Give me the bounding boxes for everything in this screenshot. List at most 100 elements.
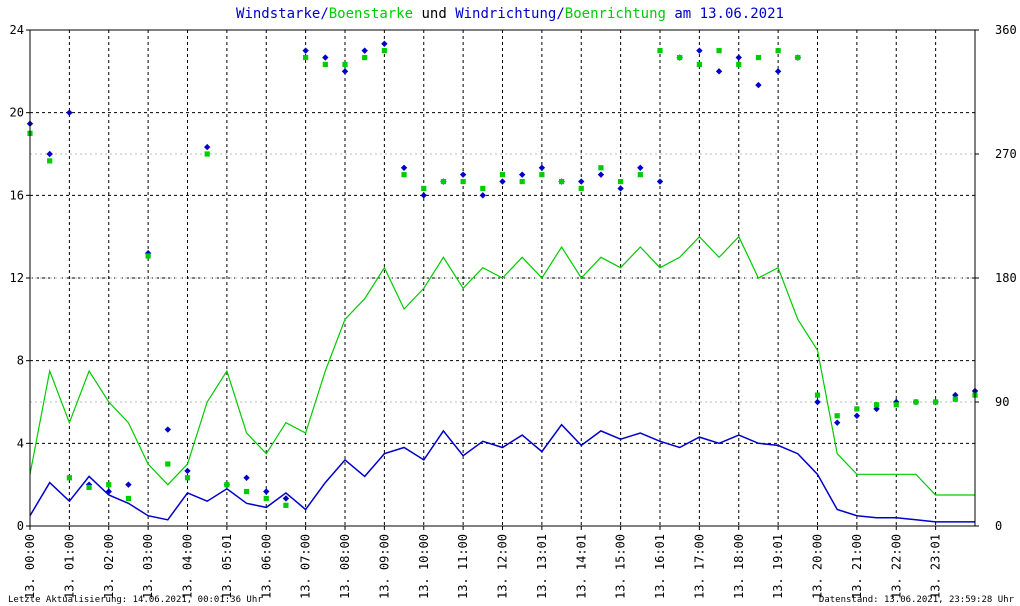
point-gustdir bbox=[775, 48, 781, 54]
point-dir bbox=[833, 419, 841, 426]
x-tick-label: 13. 19:01 bbox=[771, 534, 785, 599]
point-gustdir bbox=[106, 482, 112, 488]
point-gustdir bbox=[263, 495, 269, 502]
point-dir bbox=[203, 143, 211, 151]
point-dir bbox=[774, 68, 782, 75]
point-dir bbox=[184, 467, 191, 475]
point-dir bbox=[243, 474, 250, 481]
point-gustdir bbox=[755, 54, 762, 61]
x-tick-label: 13. 03:00 bbox=[141, 534, 155, 599]
point-dir bbox=[518, 171, 526, 178]
point-dir bbox=[538, 164, 546, 171]
point-gustdir bbox=[401, 172, 407, 178]
title-part-0: Windstarke bbox=[236, 6, 320, 22]
point-gustdir bbox=[814, 392, 821, 398]
point-gustdir bbox=[243, 488, 250, 495]
title-part-4: Windrichtung bbox=[455, 6, 556, 22]
data-series bbox=[26, 40, 979, 523]
title-part-3: und bbox=[413, 6, 455, 22]
title-part-1: / bbox=[320, 6, 328, 22]
x-tick-label: 13. 21:00 bbox=[850, 534, 864, 599]
x-tick-label: 13. 09:00 bbox=[377, 534, 391, 599]
point-gustdir bbox=[519, 178, 525, 185]
point-dir bbox=[597, 171, 605, 178]
x-tick-label: 13. 16:01 bbox=[653, 534, 667, 599]
point-dir bbox=[814, 398, 821, 406]
point-dir bbox=[637, 164, 644, 171]
point-gustdir bbox=[224, 482, 230, 488]
point-gustdir bbox=[854, 406, 860, 412]
point-gustdir bbox=[913, 399, 919, 405]
point-dir bbox=[381, 40, 388, 47]
y-left-tick-label: 0 bbox=[17, 519, 24, 533]
x-tick-label: 13. 05:01 bbox=[220, 534, 234, 599]
point-gustdir bbox=[834, 413, 840, 419]
point-gustdir bbox=[637, 172, 643, 178]
y-left-tick-label: 4 bbox=[17, 436, 24, 450]
point-gustdir bbox=[657, 48, 663, 54]
point-dir bbox=[617, 185, 624, 192]
point-gustdir bbox=[165, 461, 171, 467]
point-gustdir bbox=[952, 396, 958, 402]
point-gustdir bbox=[696, 61, 702, 68]
y-right-tick-label: 270 bbox=[995, 147, 1017, 161]
point-gustdir bbox=[558, 178, 565, 185]
y-left-tick-label: 20 bbox=[10, 106, 24, 120]
title-part-2: Boenstarke bbox=[329, 6, 413, 22]
x-tick-label: 13. 02:00 bbox=[102, 534, 116, 599]
point-gustdir bbox=[440, 178, 447, 185]
title-part-7: am 13.06.2021 bbox=[666, 6, 784, 22]
point-gustdir bbox=[322, 61, 328, 68]
y-left-tick-label: 16 bbox=[10, 188, 24, 202]
point-dir bbox=[66, 109, 73, 116]
point-gustdir bbox=[873, 402, 880, 408]
x-tick-label: 13. 07:00 bbox=[299, 534, 313, 599]
x-tick-label: 13. 23:01 bbox=[929, 534, 943, 599]
series-line-wind bbox=[29, 423, 975, 523]
point-dir bbox=[341, 68, 349, 75]
x-tick-label: 13. 01:00 bbox=[62, 534, 76, 599]
y-right-tick-label: 0 bbox=[995, 519, 1002, 533]
point-gustdir bbox=[47, 158, 53, 164]
point-dir bbox=[125, 481, 132, 488]
series-line-gust bbox=[29, 235, 975, 496]
point-gustdir bbox=[362, 54, 368, 61]
point-gustdir bbox=[736, 61, 742, 68]
point-dir bbox=[479, 192, 487, 199]
point-dir bbox=[578, 178, 585, 185]
x-tick-label: 13. 04:00 bbox=[181, 534, 195, 599]
point-gustdir bbox=[145, 253, 151, 259]
x-tick-label: 13. 13:01 bbox=[535, 534, 549, 599]
point-dir bbox=[656, 178, 664, 185]
x-tick-label: 13. 22:00 bbox=[889, 534, 903, 599]
point-dir bbox=[420, 192, 427, 199]
point-gustdir bbox=[677, 54, 683, 61]
title-part-6: Boenrichtung bbox=[565, 6, 666, 22]
point-gustdir bbox=[125, 495, 132, 502]
point-gustdir bbox=[381, 48, 387, 54]
chart-title: Windstarke/Boenstarke und Windrichtung/B… bbox=[236, 6, 784, 22]
point-gustdir bbox=[618, 178, 624, 185]
x-tick-label: 13. 12:00 bbox=[496, 534, 510, 599]
point-dir bbox=[263, 488, 270, 495]
x-tick-label: 13. 10:00 bbox=[417, 534, 431, 599]
point-gustdir bbox=[460, 178, 466, 185]
point-dir bbox=[400, 164, 408, 171]
x-tick-label: 13. 14:01 bbox=[574, 534, 588, 599]
point-gustdir bbox=[204, 151, 210, 157]
footer-data-status: Datenstand: 13.06.2021, 23:59:28 Uhr bbox=[819, 595, 1015, 605]
y-right-tick-label: 360 bbox=[995, 23, 1017, 37]
y-axis-right-direction: 0 90 180 270 360 bbox=[975, 23, 1017, 533]
point-gustdir bbox=[480, 185, 486, 192]
point-gustdir bbox=[184, 475, 191, 481]
point-gustdir bbox=[795, 54, 801, 61]
x-tick-label: 13. 17:00 bbox=[692, 534, 706, 599]
point-gustdir bbox=[66, 475, 72, 481]
point-gustdir bbox=[283, 502, 289, 508]
point-dir bbox=[46, 150, 53, 158]
y-left-tick-label: 24 bbox=[10, 23, 24, 37]
point-dir bbox=[105, 488, 112, 495]
title-part-5: / bbox=[556, 6, 564, 22]
x-tick-label: 13. 08:00 bbox=[338, 534, 352, 599]
